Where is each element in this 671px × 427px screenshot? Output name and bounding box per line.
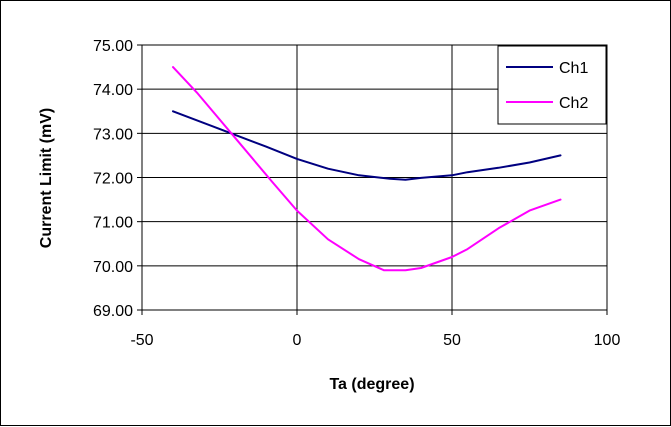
y-axis-ticks: 69.00 70.00 71.00 72.00 73.00 74.00 75.00 [93,38,142,320]
y-tick-label: 72.00 [93,171,133,188]
legend: Ch1 Ch2 [497,45,607,125]
x-axis-title: Ta (degree) [329,376,414,393]
y-tick-label: 70.00 [93,259,133,276]
y-tick-label: 69.00 [93,303,133,320]
x-tick-label: 0 [293,332,302,349]
x-tick-label: -50 [130,332,153,349]
x-tick-label: 100 [594,332,621,349]
y-tick-label: 75.00 [93,38,133,55]
x-tick-label: 50 [443,332,461,349]
legend-label-ch1: Ch1 [559,60,588,77]
x-axis-ticks: -50 0 50 100 [130,310,620,349]
series-line-ch1 [172,110,562,181]
grid-lines [142,45,607,310]
y-tick-label: 71.00 [93,215,133,232]
y-axis-title: Current Limit (mV) [38,108,55,248]
y-tick-label: 73.00 [93,126,133,143]
series-lines [172,66,562,272]
y-tick-label: 74.00 [93,82,133,99]
legend-box [497,45,607,125]
series-line-ch2 [172,66,562,272]
legend-label-ch2: Ch2 [559,95,588,112]
